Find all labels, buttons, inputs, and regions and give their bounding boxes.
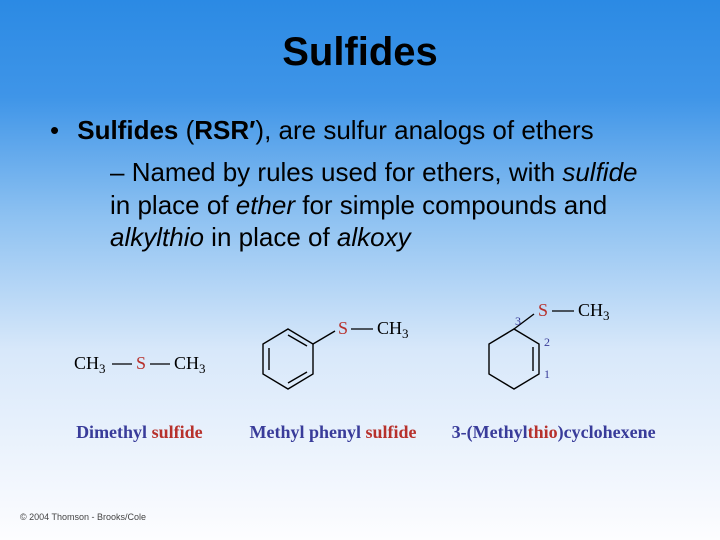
svg-text:S: S (338, 318, 348, 338)
caption-methyl-phenyl-sulfide: Methyl phenyl sulfide (249, 422, 416, 443)
figure-methyl-phenyl-sulfide: S CH3 Methyl phenyl sulfide (243, 304, 423, 443)
caption-text: Dimethyl (76, 422, 152, 442)
structure-dimethyl-sulfide: CH3 S CH3 (64, 314, 214, 404)
svg-text:S: S (538, 300, 548, 320)
bullet-level-1: • Sulfides (RSR′), are sulfur analogs of… (50, 115, 680, 146)
slide-title: Sulfides (40, 30, 680, 75)
figure-dimethyl-sulfide: CH3 S CH3 Dimethyl sulfide (64, 314, 214, 443)
slide: Sulfides • Sulfides (RSR′), are sulfur a… (0, 0, 720, 540)
bullet1-lead: Sulfides (77, 115, 178, 145)
caption-dimethyl-sulfide: Dimethyl sulfide (76, 422, 203, 443)
bullet-marker: • (50, 115, 70, 146)
bullet2-alkoxy: alkoxy (337, 222, 411, 252)
figure-methylthio-cyclohexene: S CH3 3 2 1 3-(Methylthio)cyclohexene (452, 294, 656, 443)
svg-text:2: 2 (544, 335, 550, 349)
bullet1-paren-close: ) (255, 115, 264, 145)
svg-text:CH3: CH3 (174, 353, 206, 376)
bullet2-alkylthio: alkylthio (110, 222, 204, 252)
figure-row: CH3 S CH3 Dimethyl sulfide S (40, 294, 680, 443)
caption-methylthio-cyclohexene: 3-(Methylthio)cyclohexene (452, 422, 656, 443)
bullet1-formula: RSR (194, 115, 249, 145)
bullet2-sulfide: sulfide (562, 157, 637, 187)
bullet1-rest: , are sulfur analogs of ethers (264, 115, 594, 145)
caption-red: thio (528, 422, 558, 442)
caption-text: 3-(Methyl (452, 422, 528, 442)
svg-text:3: 3 (515, 314, 521, 328)
svg-text:CH3: CH3 (377, 318, 409, 341)
svg-text:CH3: CH3 (74, 353, 106, 376)
caption-text: Methyl phenyl (249, 422, 365, 442)
svg-text:CH3: CH3 (578, 300, 610, 323)
structure-methylthio-cyclohexene: S CH3 3 2 1 (464, 294, 644, 404)
bullet2-t2: in place of (110, 190, 236, 220)
caption-red: sulfide (366, 422, 417, 442)
bullet-level-2: – Named by rules used for ethers, with s… (110, 156, 680, 254)
bullet2-t1: Named by rules used for ethers, with (132, 157, 563, 187)
bullet2-marker: – (110, 156, 132, 189)
bullet2-t3: for simple compounds and (295, 190, 607, 220)
bullet1-paren-open: ( (178, 115, 194, 145)
caption-text-post: )cyclohexene (558, 422, 656, 442)
structure-methyl-phenyl-sulfide: S CH3 (243, 304, 423, 404)
caption-red: sulfide (152, 422, 203, 442)
copyright-text: © 2004 Thomson - Brooks/Cole (20, 512, 146, 522)
bullet2-ether: ether (236, 190, 295, 220)
svg-text:1: 1 (544, 367, 550, 381)
bullet2-t4: in place of (204, 222, 337, 252)
svg-text:S: S (136, 353, 146, 373)
